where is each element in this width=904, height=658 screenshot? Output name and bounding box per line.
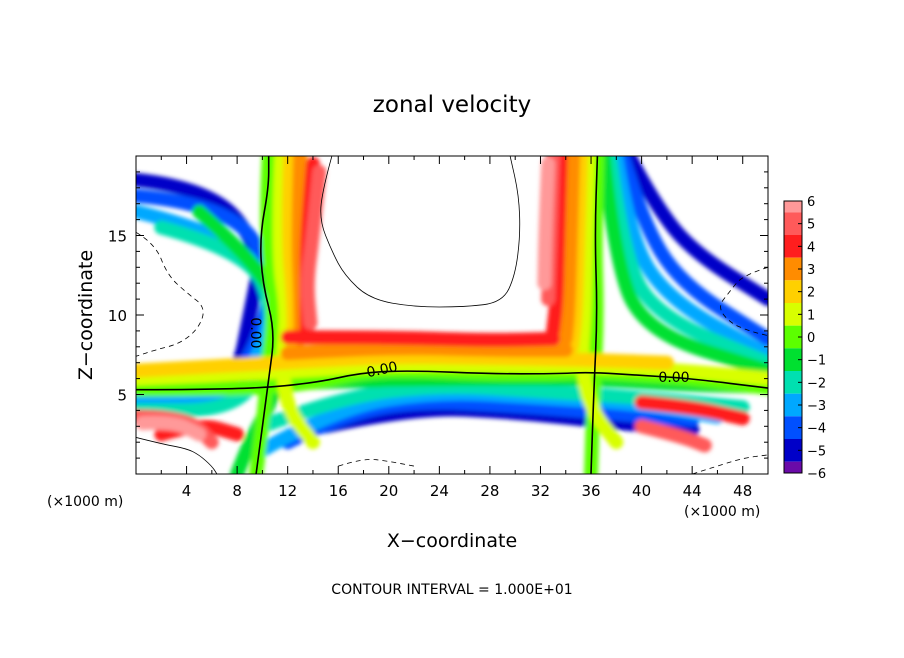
colorbar-label: 2: [807, 286, 815, 301]
velocity-band: [280, 330, 561, 347]
colorbar-swatch: [784, 393, 802, 417]
x-tick-label: 12: [278, 482, 297, 500]
colorbar-swatch: [784, 416, 802, 439]
colorbar-swatch: [784, 280, 802, 303]
x-tick-label: 48: [733, 482, 752, 500]
colorbar-swatch: [784, 201, 802, 213]
velocity-band: [634, 395, 750, 426]
chart-title: zonal velocity: [373, 92, 531, 118]
colorbar-label: −5: [807, 444, 826, 459]
positive-contour-line: [136, 437, 218, 474]
y-tick-label: 15: [108, 228, 127, 246]
x-tick-label: 40: [632, 482, 651, 500]
colorbar-swatch: [784, 235, 802, 258]
colorbar-label: −6: [807, 467, 826, 482]
velocity-field: [136, 156, 768, 474]
x-unit-right: (×1000 m): [684, 504, 760, 520]
colorbar-label: 0: [807, 331, 815, 346]
x-tick-label: 44: [683, 482, 702, 500]
y-tick-label: 10: [108, 307, 127, 325]
colorbar-label: 4: [807, 240, 815, 255]
velocity-band: [622, 156, 768, 307]
x-tick-label: 16: [329, 482, 348, 500]
x-tick-label: 36: [581, 482, 600, 500]
velocity-band: [565, 156, 588, 354]
contour-lines: [136, 156, 768, 474]
y-tick-label: 5: [117, 387, 127, 405]
x-tick-label: 4: [182, 482, 192, 500]
colorbar-label: −3: [807, 399, 826, 414]
contour-label-left: 0.00: [247, 317, 263, 348]
velocity-band: [300, 164, 327, 330]
velocity-band: [634, 419, 712, 453]
colorbar-swatch: [784, 303, 802, 326]
colorbar-label: −4: [807, 422, 826, 437]
negative-contour-line: [136, 231, 204, 357]
x-unit-left: (×1000 m): [47, 494, 123, 510]
x-axis-label: X−coordinate: [387, 530, 517, 552]
velocity-band: [537, 156, 556, 291]
colorbar-label: −1: [807, 354, 826, 369]
colorbar-swatch: [784, 348, 802, 371]
colorbar-label: −2: [807, 376, 826, 391]
colorbar-label: 6: [807, 195, 815, 210]
negative-contour-line: [720, 266, 768, 337]
velocity-band: [615, 156, 768, 346]
colorbar-swatch: [784, 461, 802, 473]
colorbar-label: 3: [807, 263, 815, 278]
velocity-band: [575, 156, 624, 450]
x-tick-label: 32: [531, 482, 550, 500]
x-tick-label: 24: [430, 482, 449, 500]
y-axis-label: Z−coordinate: [75, 250, 97, 380]
zero-contour-line: [255, 156, 274, 474]
velocity-band: [609, 156, 768, 362]
velocity-band: [280, 341, 573, 361]
zero-contour-line: [590, 156, 599, 474]
colorbar-swatch: [784, 371, 802, 394]
negative-contour-line: [338, 459, 415, 467]
velocity-band: [603, 156, 768, 370]
velocity-band: [558, 156, 581, 346]
y-axis-ticks: 5 10 15: [108, 171, 768, 459]
velocity-band: [255, 380, 750, 434]
x-tick-label: 8: [232, 482, 242, 500]
contour-label-right: 0.00: [658, 370, 689, 386]
x-tick-label: 20: [379, 482, 398, 500]
colorbar: 6 5 4 3 2 1 0 −1 −2 −3 −4 −5 −6: [783, 195, 826, 482]
colorbar-swatch: [784, 325, 802, 349]
contour-interval-footer: CONTOUR INTERVAL = 1.000E+01: [331, 582, 572, 598]
velocity-band: [546, 156, 568, 338]
negative-contour-line: [692, 454, 768, 474]
zero-contour-line: [136, 370, 768, 391]
colorbar-label: 5: [807, 218, 815, 233]
x-tick-label: 28: [480, 482, 499, 500]
colorbar-swatch: [784, 212, 802, 235]
velocity-band: [596, 156, 768, 378]
velocity-band: [136, 415, 207, 442]
contour-label-middle: 0.00: [365, 359, 399, 381]
colorbar-swatch: [784, 439, 802, 462]
colorbar-swatch: [784, 257, 802, 281]
positive-contour-line: [320, 156, 521, 308]
colorbar-label: 1: [807, 308, 815, 323]
x-axis-ticks: 4 8 12 16 20 24 28 32 36 40 44 48: [160, 156, 769, 500]
